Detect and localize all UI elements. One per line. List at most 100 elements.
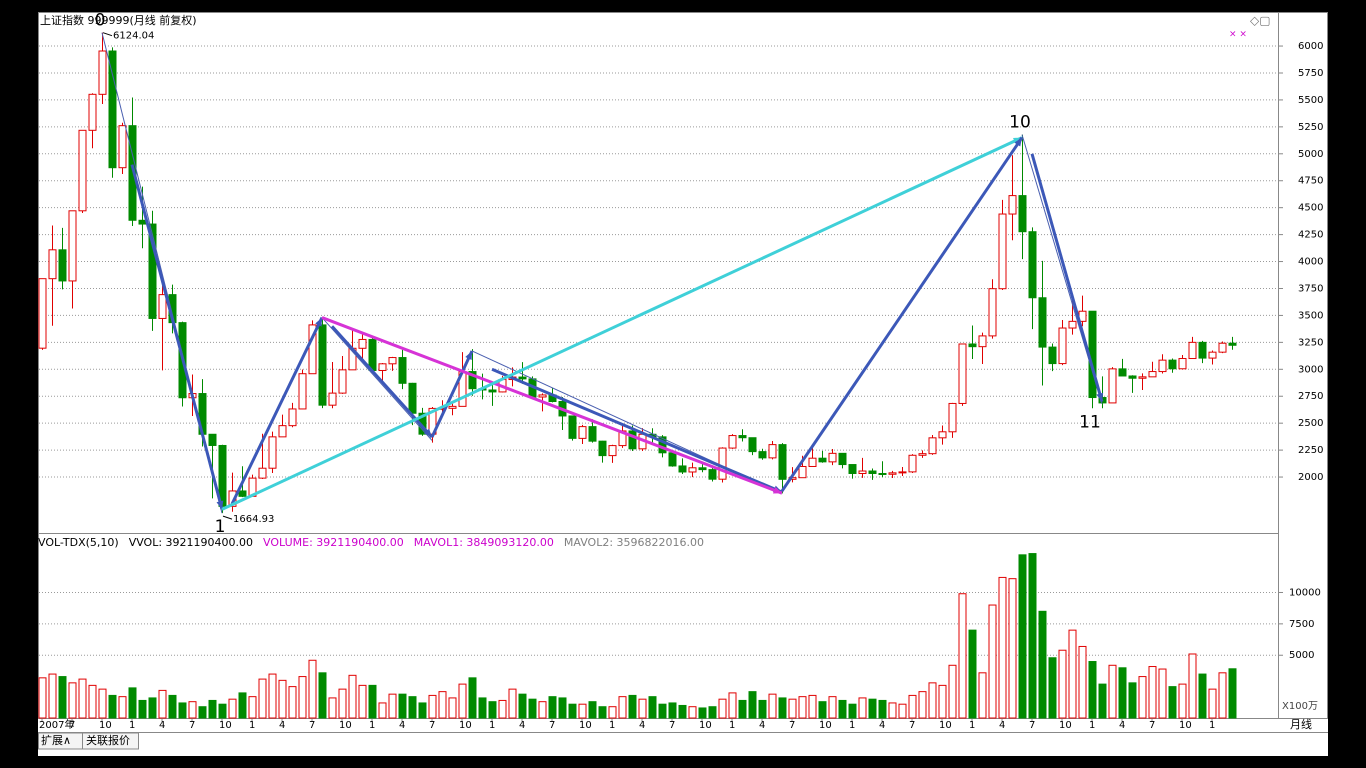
- candle-body: [58, 249, 67, 282]
- candle-body: [388, 357, 397, 365]
- volume-bar: [78, 678, 87, 719]
- candle-body: [768, 444, 777, 459]
- y-tick-label: 6000: [1298, 41, 1323, 52]
- volume-bar: [1078, 645, 1087, 719]
- wave-label: 10: [1009, 113, 1031, 133]
- volume-bar: [458, 683, 467, 719]
- y-tick-label: 3750: [1298, 283, 1323, 294]
- volume-bar: [1148, 666, 1157, 719]
- volume-bar: [378, 702, 387, 719]
- volume-bar: [338, 688, 347, 719]
- candle-body: [468, 371, 477, 390]
- volume-bar: [618, 696, 627, 719]
- x-tick-label: 4: [879, 720, 885, 731]
- volume-bar: [668, 702, 677, 719]
- volume-bar: [598, 706, 607, 719]
- x-tick-label: 4: [999, 720, 1005, 731]
- candle-body: [378, 363, 387, 371]
- x-tick-label: 10: [579, 720, 592, 731]
- wave-arrowhead: [1096, 392, 1104, 402]
- candle-body: [1158, 359, 1167, 373]
- volume-bar: [1198, 673, 1207, 719]
- candle-body: [1028, 231, 1037, 299]
- volume-bar: [218, 703, 227, 719]
- x-tick-label: 1: [1089, 720, 1095, 731]
- candle-body: [1198, 341, 1207, 359]
- candle-body: [368, 338, 377, 371]
- candle-body: [988, 288, 997, 337]
- volume-bar: [198, 706, 207, 719]
- volume-bar: [698, 707, 707, 719]
- window-buttons[interactable]: ◇▢: [1250, 14, 1271, 28]
- volume-bar: [1038, 610, 1047, 719]
- volume-bar: [1208, 688, 1217, 719]
- candle-body: [828, 452, 837, 463]
- x-tick-label: 4: [399, 720, 405, 731]
- volume-bar: [728, 692, 737, 719]
- y-tick-label: 2750: [1298, 391, 1323, 402]
- y-tick-label: 4750: [1298, 176, 1323, 187]
- volume-bar: [718, 698, 727, 719]
- candle-body: [298, 373, 307, 410]
- wave-line: [491, 367, 783, 494]
- candle-body: [278, 425, 287, 438]
- indicator-label: MAVOL2: 3596822016.00: [564, 536, 704, 549]
- candle-body: [1188, 341, 1197, 360]
- volume-bar: [68, 682, 77, 719]
- candle-body: [148, 223, 157, 319]
- candle-body: [238, 490, 247, 497]
- volume-bar: [968, 629, 977, 719]
- candle-body: [318, 324, 327, 406]
- volume-bar: [258, 678, 267, 719]
- wave-arrowhead: [773, 486, 782, 494]
- x-tick-label: 1: [609, 720, 615, 731]
- candle-body: [628, 430, 637, 450]
- volume-bar: [838, 699, 847, 719]
- candle-body: [698, 467, 707, 471]
- volume-bar: [518, 693, 527, 719]
- candle-body: [288, 408, 297, 427]
- volume-tick-label: 5000: [1289, 650, 1314, 661]
- volume-bar: [688, 706, 697, 719]
- candle-body: [1018, 195, 1027, 233]
- candle-body: [118, 125, 127, 169]
- volume-bar: [538, 701, 547, 719]
- volume-bar: [348, 674, 357, 719]
- x-tick-label: 4: [1119, 720, 1125, 731]
- candle-body: [958, 343, 967, 404]
- wave-arrowhead: [1014, 137, 1022, 147]
- volume-bar: [88, 684, 97, 719]
- tab-label[interactable]: 关联报价: [86, 733, 130, 747]
- volume-bar: [708, 706, 717, 719]
- volume-bar: [448, 697, 457, 719]
- volume-bar: [998, 576, 1007, 719]
- candle-body: [928, 437, 937, 455]
- volume-bar: [488, 701, 497, 719]
- candle-body: [408, 382, 417, 414]
- x-tick-label: 7: [1029, 720, 1035, 731]
- candle-body: [778, 444, 787, 480]
- y-tick-label: 5500: [1298, 95, 1323, 106]
- x-tick-label: 7: [189, 720, 195, 731]
- tab-label[interactable]: 扩展∧: [41, 733, 71, 747]
- candle-body: [1138, 376, 1147, 379]
- x-tick-label: 7: [669, 720, 675, 731]
- volume-bar: [1048, 657, 1057, 719]
- wave-line: [430, 350, 474, 438]
- volume-bar: [1138, 676, 1147, 719]
- volume-bar: [208, 699, 217, 719]
- x-tick-label: 10: [699, 720, 712, 731]
- volume-bar: [658, 703, 667, 719]
- candle-body: [268, 436, 277, 469]
- tab[interactable]: [82, 732, 139, 750]
- wave-arrowhead: [315, 317, 322, 327]
- candle-body: [938, 431, 947, 439]
- wave-line: [221, 136, 1023, 511]
- volume-bar: [368, 684, 377, 719]
- candle-body: [888, 472, 897, 475]
- x-tick-label: 4: [759, 720, 765, 731]
- volume-bar: [958, 593, 967, 719]
- wave-arrowhead: [465, 350, 472, 360]
- volume-bar: [418, 702, 427, 719]
- x-tick-label: 4: [279, 720, 285, 731]
